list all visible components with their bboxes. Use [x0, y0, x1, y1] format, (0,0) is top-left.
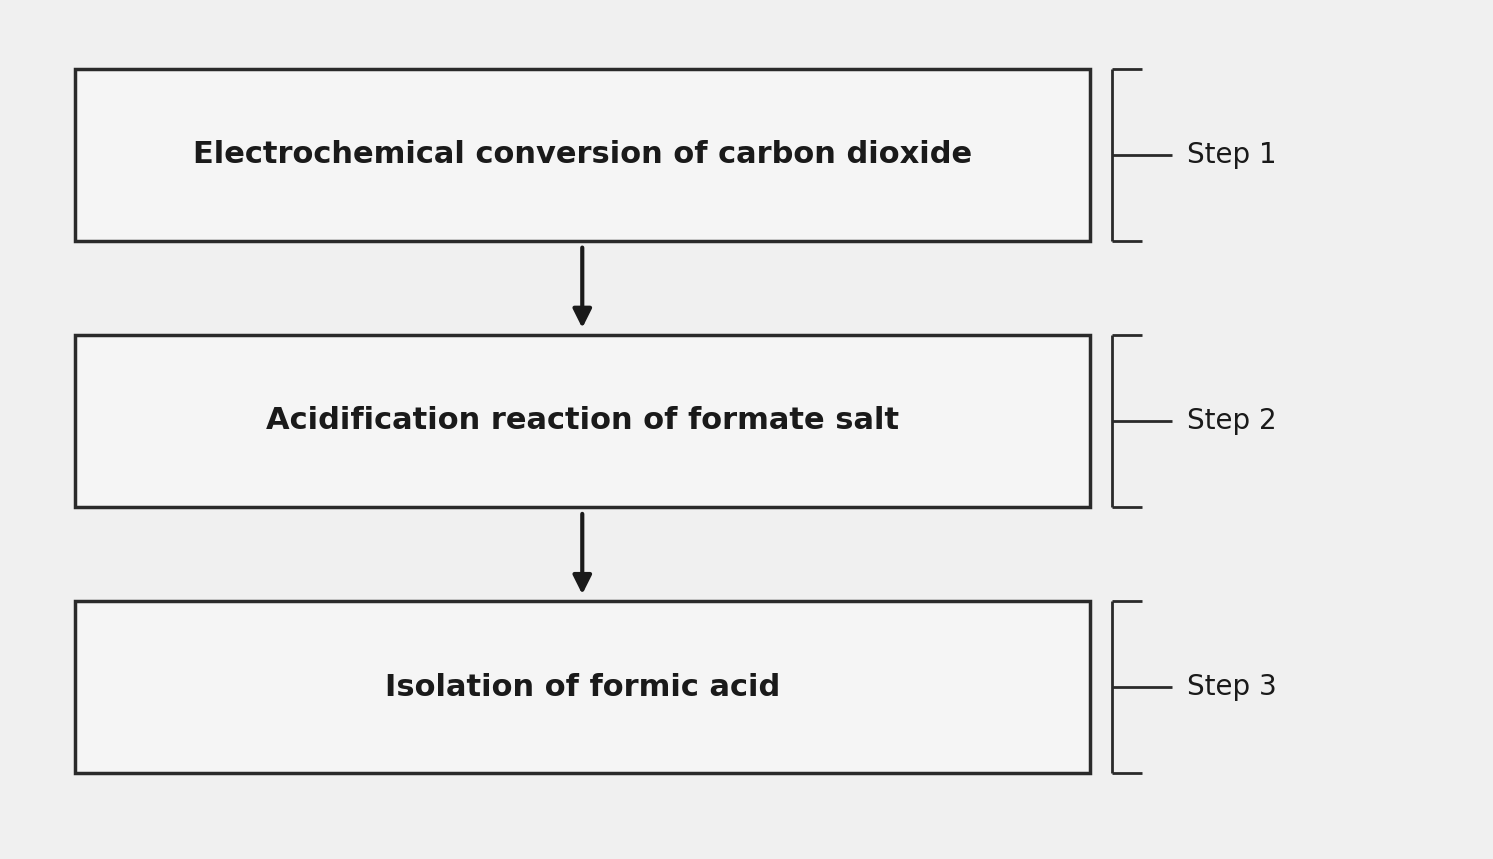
- Bar: [75, 69, 1090, 241]
- Text: Step 3: Step 3: [1187, 673, 1277, 701]
- Text: Step 2: Step 2: [1187, 407, 1277, 435]
- Bar: [75, 335, 1090, 507]
- Bar: [75, 601, 1090, 773]
- Text: Electrochemical conversion of carbon dioxide: Electrochemical conversion of carbon dio…: [193, 140, 972, 169]
- Text: Step 1: Step 1: [1187, 141, 1277, 168]
- Text: Isolation of formic acid: Isolation of formic acid: [385, 673, 779, 702]
- Text: Acidification reaction of formate salt: Acidification reaction of formate salt: [266, 406, 899, 436]
